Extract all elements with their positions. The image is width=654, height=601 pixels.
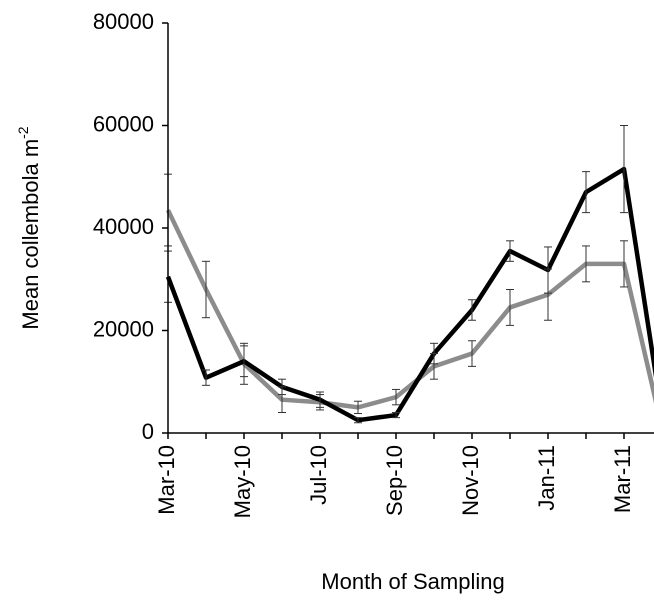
x-tick-label: Mar-10 — [154, 445, 179, 515]
y-tick-label: 60000 — [93, 111, 154, 136]
error-bar — [392, 412, 400, 419]
y-tick-label: 40000 — [93, 214, 154, 239]
error-bar — [468, 340, 476, 367]
x-tick-label: Nov-10 — [458, 445, 483, 516]
error-bar — [506, 289, 514, 326]
error-bar — [278, 386, 286, 413]
x-tick-label: Mar-11 — [610, 445, 635, 513]
error-bar — [354, 400, 362, 415]
error-bar — [582, 245, 590, 283]
y-tick-label: 80000 — [93, 9, 154, 34]
error-bar — [202, 369, 210, 386]
error-bar — [620, 125, 628, 214]
x-tick-label: Sep-10 — [382, 445, 407, 516]
x-tick-label: May-10 — [230, 445, 255, 518]
error-bar — [202, 260, 210, 319]
error-bar — [240, 342, 248, 385]
error-bar — [316, 394, 324, 411]
error-bar — [544, 268, 552, 321]
error-bar — [392, 388, 400, 406]
plot-area — [164, 125, 654, 424]
y-axis-title: Mean collembola m-2 — [15, 126, 43, 329]
y-tick-label: 0 — [142, 419, 154, 444]
error-bar — [430, 353, 438, 380]
error-bar — [468, 299, 476, 321]
error-bar — [506, 240, 514, 262]
y-axis-title-main: Mean collembola m — [18, 139, 43, 330]
x-axis-title: Month of Sampling — [321, 569, 504, 594]
error-bar — [620, 240, 628, 288]
x-tick-label: Jan-11 — [534, 445, 559, 511]
x-tick-label: Jul-10 — [306, 445, 331, 505]
error-bar — [354, 417, 362, 424]
y-tick-label: 20000 — [93, 316, 154, 341]
error-bar — [582, 171, 590, 214]
y-axis-title-sup: -2 — [15, 126, 31, 139]
series-line — [165, 209, 654, 410]
series-line — [165, 166, 654, 423]
